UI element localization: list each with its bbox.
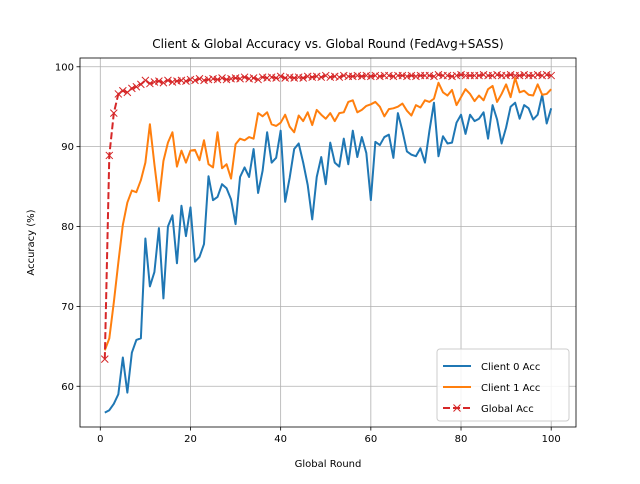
legend-label: Global Acc [481,404,534,415]
chart-title: Client & Global Accuracy vs. Global Roun… [152,37,503,51]
x-tick-label: 40 [274,434,287,445]
legend: Client 0 Acc Client 1 Acc Global Acc [437,349,569,421]
y-tick-label: 70 [61,302,74,313]
legend-label: Client 1 Acc [481,383,540,394]
x-axis-label: Global Round [295,459,362,470]
y-tick-label: 100 [55,62,74,73]
x-tick-label: 100 [542,434,561,445]
y-axis-label: Accuracy (%) [26,209,37,275]
y-tick-label: 80 [61,222,74,233]
x-tick-label: 60 [364,434,377,445]
y-tick-label: 90 [61,142,74,153]
x-tick-label: 0 [97,434,103,445]
x-tick-label: 20 [184,434,197,445]
y-tick-label: 60 [61,382,74,393]
x-tick-label: 80 [455,434,468,445]
legend-label: Client 0 Acc [481,362,540,373]
